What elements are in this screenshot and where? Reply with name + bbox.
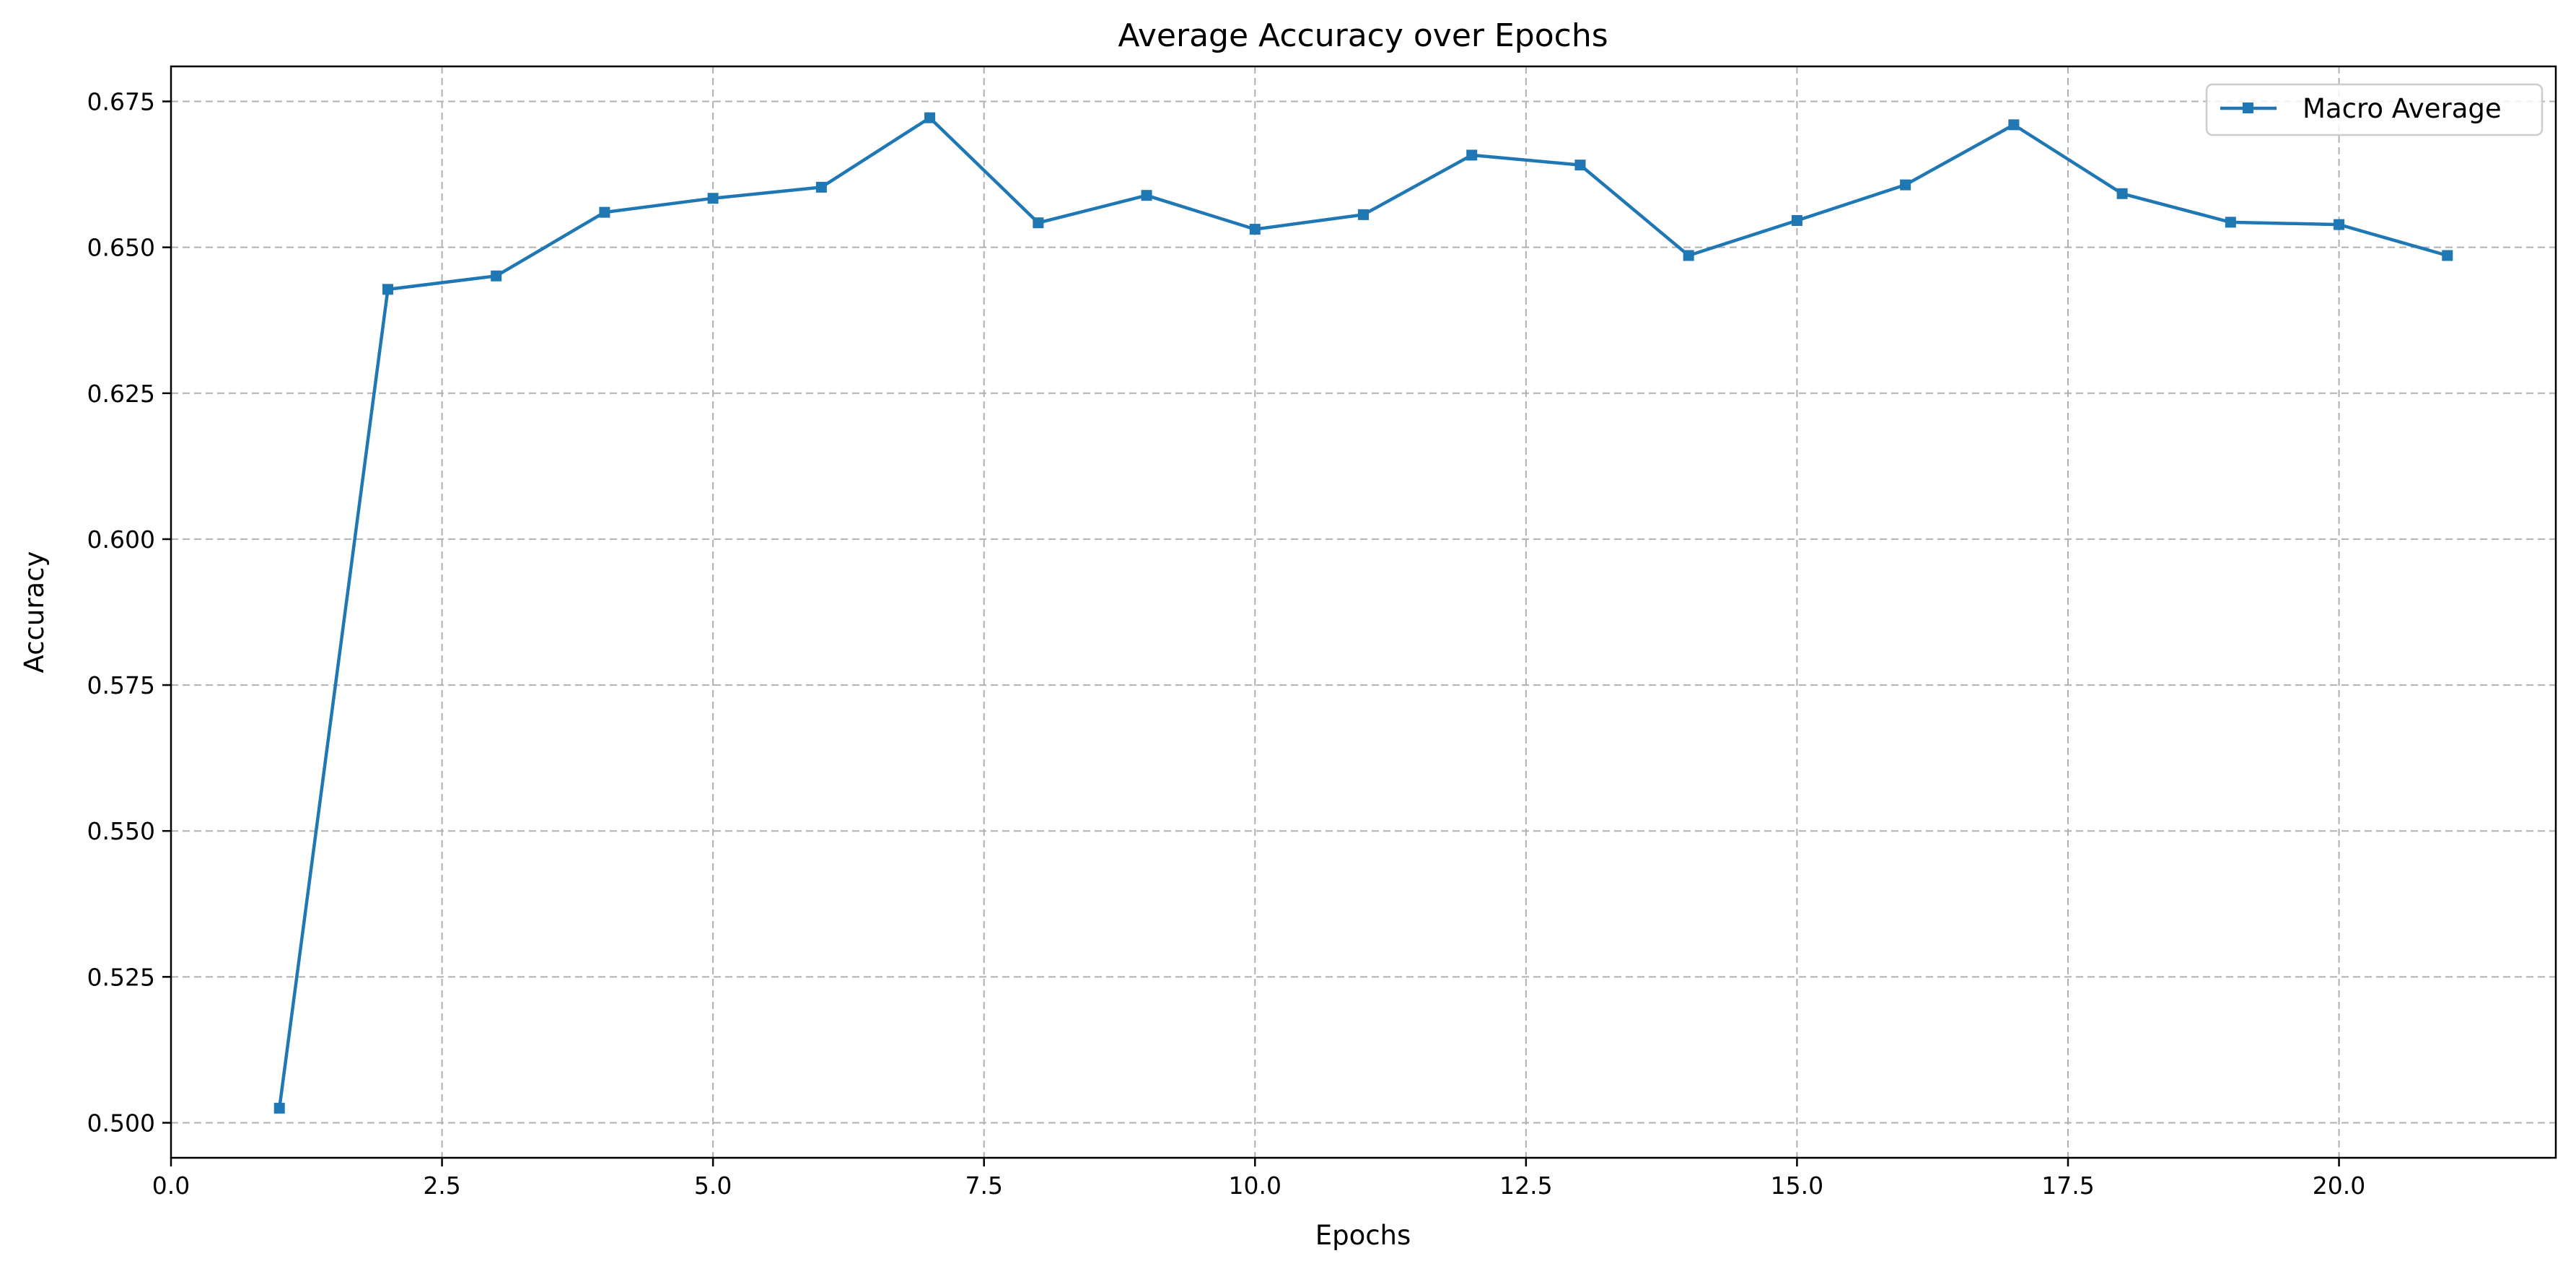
data-point <box>1574 160 1586 171</box>
data-point <box>1249 224 1261 235</box>
data-point <box>924 112 936 123</box>
data-point <box>1683 250 1694 261</box>
x-tick-label: 10.0 <box>1229 1172 1282 1200</box>
data-point <box>1466 149 1478 161</box>
x-tick-label: 2.5 <box>423 1172 460 1200</box>
data-point <box>1358 209 1369 220</box>
data-point <box>2442 250 2453 261</box>
chart-title: Average Accuracy over Epochs <box>1118 17 1608 54</box>
x-tick-label: 5.0 <box>694 1172 732 1200</box>
data-point <box>2334 219 2345 230</box>
y-tick-label: 0.500 <box>87 1109 155 1137</box>
y-axis-label: Accuracy <box>19 551 50 673</box>
y-tick-label: 0.600 <box>87 525 155 554</box>
data-point <box>273 1102 285 1114</box>
y-tick-label: 0.550 <box>87 817 155 845</box>
data-point <box>2225 217 2236 228</box>
x-axis-label: Epochs <box>1315 1220 1411 1251</box>
x-tick-label: 17.5 <box>2041 1172 2094 1200</box>
grid-lines <box>170 66 2556 1158</box>
data-point <box>491 270 502 282</box>
data-point <box>382 284 393 295</box>
x-tick-label: 0.0 <box>152 1172 190 1200</box>
x-tick-label: 12.5 <box>1499 1172 1552 1200</box>
data-point <box>599 206 610 218</box>
y-tick-label: 0.525 <box>87 963 155 991</box>
legend-box <box>2205 83 2544 136</box>
x-tick-label: 7.5 <box>965 1172 1002 1200</box>
y-tick-label: 0.575 <box>87 671 155 699</box>
y-tick-label: 0.675 <box>87 88 155 116</box>
x-tick-label: 15.0 <box>1771 1172 1823 1200</box>
x-tick-label: 20.0 <box>2313 1172 2365 1200</box>
y-tick-label: 0.650 <box>87 234 155 262</box>
data-point <box>2116 188 2128 199</box>
data-point <box>815 181 827 193</box>
data-point <box>1900 179 1911 191</box>
legend-marker <box>2243 102 2253 113</box>
data-point <box>1791 214 1802 226</box>
data-point <box>1033 217 1044 229</box>
data-point <box>1141 190 1152 201</box>
series-layer <box>273 112 2453 1114</box>
data-point <box>707 193 719 204</box>
legend: Macro Average <box>2205 83 2544 136</box>
plot-frame <box>170 65 2557 1159</box>
legend-label: Macro Average <box>2303 93 2502 124</box>
y-tick-label: 0.625 <box>87 380 155 408</box>
axis-ticks: 0.0 2.5 5.0 7.5 10.0 12.5 15.0 17.5 20.0 0.500 0.5… <box>87 88 2366 1200</box>
data-point <box>2008 119 2020 131</box>
